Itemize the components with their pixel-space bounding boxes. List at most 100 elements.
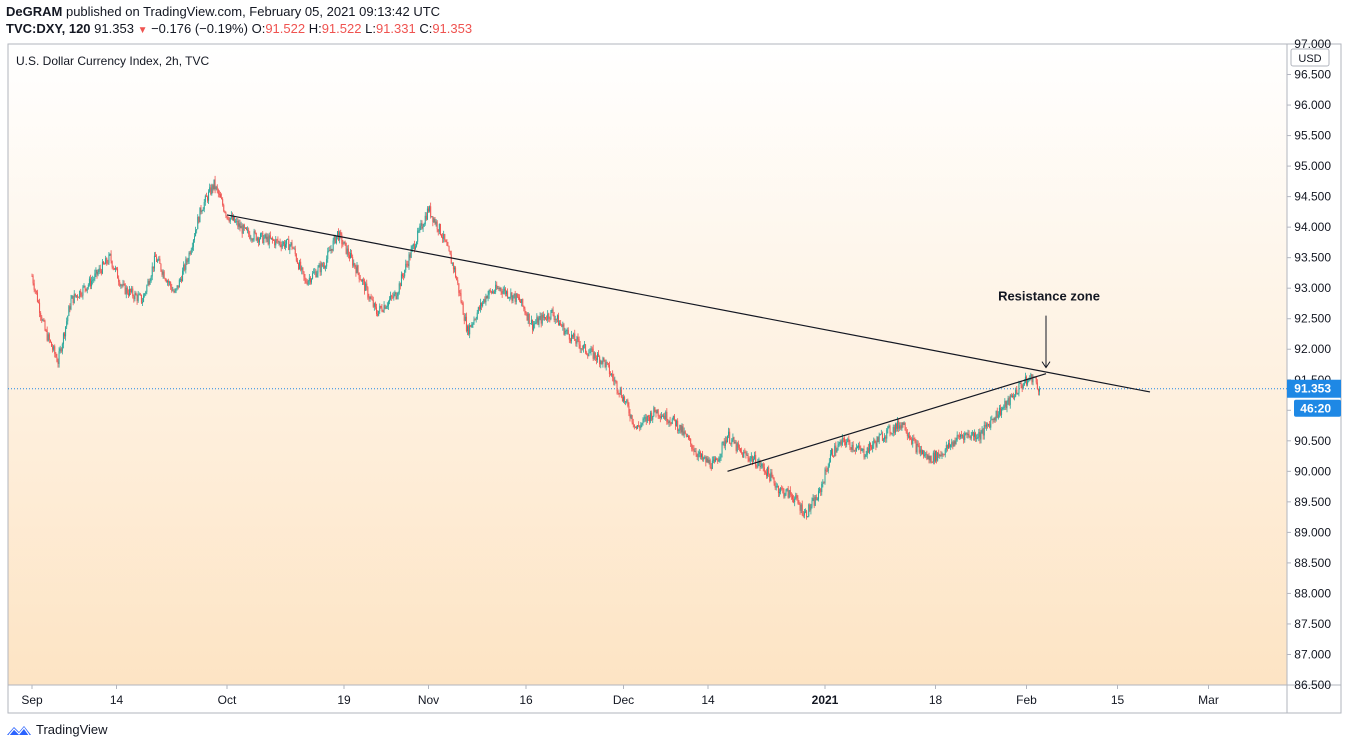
candle-body xyxy=(636,426,637,429)
candle-body xyxy=(207,196,208,201)
candle-body xyxy=(198,216,200,223)
candle-body xyxy=(611,374,613,375)
candle-body xyxy=(56,356,58,362)
footer-brand[interactable]: TradingView xyxy=(6,722,108,737)
candle-body xyxy=(762,463,764,468)
candle-body xyxy=(787,488,789,498)
candle-body xyxy=(769,474,771,482)
candle-body xyxy=(633,424,635,428)
candle-body xyxy=(264,234,266,238)
candle-body xyxy=(480,302,481,310)
candle-body xyxy=(599,356,601,365)
candle-body xyxy=(499,287,501,290)
candle-body xyxy=(1020,382,1022,386)
candle-body xyxy=(691,443,693,449)
candle-body xyxy=(634,426,636,428)
price-axis[interactable]: 97.000 96.500 96.000 95.500 95.000 94.500 94.0… xyxy=(1287,37,1331,692)
candle-body xyxy=(184,264,186,270)
candle-body xyxy=(394,292,396,295)
candle-body xyxy=(680,424,682,433)
currency-badge[interactable] xyxy=(1290,48,1330,67)
candle-body xyxy=(879,433,881,436)
candle-body xyxy=(971,432,973,435)
resistance-zone-label[interactable]: Resistance zone xyxy=(998,289,1100,304)
candle-body xyxy=(448,246,450,251)
candle-body xyxy=(757,463,759,468)
candle-body xyxy=(1039,388,1040,392)
candle-body xyxy=(722,441,724,443)
time-tick-label: Oct xyxy=(218,693,237,707)
candle-body xyxy=(614,380,616,382)
candle-body xyxy=(91,280,93,287)
candle-body xyxy=(874,440,876,443)
candle-body xyxy=(807,516,809,518)
candle-body xyxy=(78,297,80,299)
candle-body xyxy=(162,271,164,275)
candle-body xyxy=(405,263,407,271)
candle-body xyxy=(701,454,702,458)
candle-body xyxy=(735,442,737,451)
candle-body xyxy=(746,454,748,456)
candle-body xyxy=(873,440,875,445)
candle-body xyxy=(706,458,708,463)
candle-body xyxy=(340,232,342,235)
time-axis[interactable]: Sep 14 Oct 19 Nov 16 Dec 14 2021 18 Feb 15 Mar xyxy=(21,685,1219,707)
candle-body xyxy=(805,511,806,513)
candle-body xyxy=(715,458,717,462)
ascending-support-line[interactable] xyxy=(727,373,1047,472)
candle-body xyxy=(352,257,354,266)
candle-body xyxy=(286,239,288,245)
candle-body xyxy=(471,324,473,327)
candle-body xyxy=(312,273,314,279)
candle-body xyxy=(527,313,529,321)
chart-title: U.S. Dollar Currency Index, 2h, TVC xyxy=(16,54,210,68)
candle-body xyxy=(1010,395,1012,398)
candle-body xyxy=(658,415,660,417)
candle-body xyxy=(295,254,297,261)
candle-body xyxy=(603,357,605,360)
price-tick-label: 96.000 xyxy=(1294,98,1331,112)
candle-body xyxy=(801,504,803,515)
current-price-value: 91.353 xyxy=(1294,382,1331,396)
candle-body xyxy=(573,333,575,338)
descending-resistance-line[interactable] xyxy=(226,214,1151,393)
candle-body xyxy=(456,277,458,281)
candle-body xyxy=(52,346,54,350)
candle-body xyxy=(632,422,634,425)
candle-body xyxy=(447,245,449,247)
candle-body xyxy=(283,242,285,248)
candle-body xyxy=(607,363,609,365)
candle-body xyxy=(811,500,813,507)
candle-body xyxy=(124,283,126,295)
candle-body xyxy=(793,499,795,503)
candle-body xyxy=(430,206,432,217)
candle-body xyxy=(157,260,159,262)
candle-body xyxy=(292,247,294,249)
trendlines[interactable] xyxy=(226,214,1151,472)
candle-body xyxy=(42,319,44,321)
candle-body xyxy=(469,325,471,335)
candle-body xyxy=(1028,379,1030,381)
candle-body xyxy=(915,441,917,453)
candle-body xyxy=(725,440,727,443)
candle-body xyxy=(125,287,127,295)
candle-body xyxy=(484,299,486,303)
author-name[interactable]: DeGRAM xyxy=(6,4,63,19)
candle-body xyxy=(413,244,415,250)
candle-body xyxy=(510,292,512,298)
candle-body xyxy=(104,263,106,265)
candle-body xyxy=(467,326,468,332)
candle-body xyxy=(982,429,984,436)
open-label: O: xyxy=(251,21,266,36)
candle-body xyxy=(820,489,822,493)
candle-body xyxy=(320,263,322,273)
candle-body xyxy=(322,265,324,267)
candle-body xyxy=(351,253,353,258)
candle-body xyxy=(246,227,247,230)
price-chart[interactable]: U.S. Dollar Currency Index, 2h, TVC 97.0… xyxy=(0,0,1348,720)
chart-frame xyxy=(7,43,1342,714)
candle-body xyxy=(485,296,487,303)
candle-body xyxy=(367,287,369,298)
candle-body xyxy=(195,230,197,237)
annotation-group[interactable]: Resistance zone xyxy=(998,289,1100,369)
